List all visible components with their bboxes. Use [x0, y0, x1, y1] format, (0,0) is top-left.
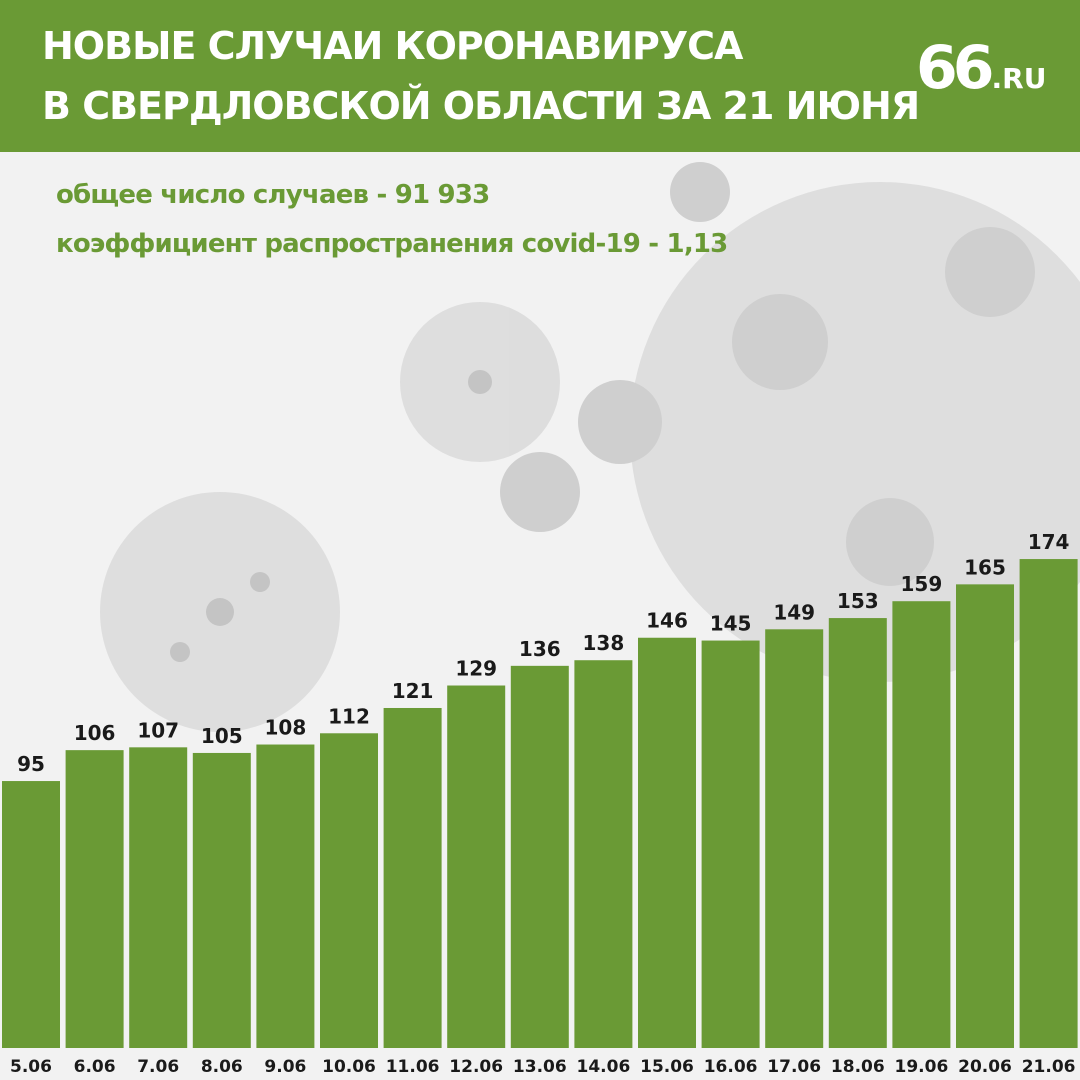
value-label-5.06: 95 [17, 752, 45, 776]
bar-20.06 [956, 584, 1014, 1048]
value-label-10.06: 112 [328, 704, 370, 728]
x-tick-label-14.06: 14.06 [577, 1057, 631, 1077]
virus-background-illustration [100, 162, 1080, 732]
x-tick-label-5.06: 5.06 [10, 1057, 52, 1077]
bar-11.06 [383, 707, 442, 1048]
value-label-16.06: 145 [710, 612, 752, 636]
value-label-18.06: 153 [837, 589, 879, 613]
bar-5.06 [2, 781, 60, 1048]
x-tick-label-13.06: 13.06 [513, 1057, 567, 1077]
x-tick-label-6.06: 6.06 [74, 1057, 116, 1077]
bar-19.06 [892, 601, 951, 1048]
bar-14.06 [574, 660, 633, 1048]
x-tick-label-8.06: 8.06 [201, 1057, 243, 1077]
total-cases-text: общее число случаев - 91 933 [56, 180, 490, 210]
x-tick-label-21.06: 21.06 [1022, 1057, 1076, 1077]
bar-15.06 [638, 637, 696, 1048]
x-tick-label-16.06: 16.06 [704, 1057, 758, 1077]
x-tick-label-20.06: 20.06 [958, 1057, 1012, 1077]
value-label-19.06: 159 [901, 572, 943, 596]
x-tick-label-10.06: 10.06 [322, 1057, 376, 1077]
value-label-17.06: 149 [773, 600, 815, 624]
bar-13.06 [510, 665, 569, 1048]
bar-18.06 [828, 618, 887, 1048]
value-label-20.06: 165 [964, 555, 1006, 579]
value-label-6.06: 106 [74, 721, 116, 745]
logo-number: 66 [916, 33, 994, 103]
x-tick-label-9.06: 9.06 [264, 1057, 306, 1077]
x-tick-label-12.06: 12.06 [449, 1057, 503, 1077]
x-tick-label-19.06: 19.06 [895, 1057, 949, 1077]
bar-8.06 [192, 752, 251, 1048]
bar-6.06 [65, 750, 124, 1048]
title-line-1: НОВЫЕ СЛУЧАИ КОРОНАВИРУСА [42, 24, 743, 68]
bar-10.06 [320, 733, 378, 1048]
brand-logo: 66.RU [916, 38, 1046, 98]
logo-domain: .RU [991, 62, 1047, 95]
value-label-15.06: 146 [646, 609, 688, 633]
bar-12.06 [447, 685, 506, 1048]
bar-17.06 [765, 629, 824, 1048]
x-tick-label-7.06: 7.06 [137, 1057, 179, 1077]
bar-16.06 [701, 640, 760, 1048]
value-label-13.06: 136 [519, 637, 561, 661]
value-label-21.06: 174 [1028, 530, 1070, 554]
header-banner: НОВЫЕ СЛУЧАИ КОРОНАВИРУСА В СВЕРДЛОВСКОЙ… [0, 0, 1080, 152]
value-label-14.06: 138 [583, 631, 625, 655]
value-label-11.06: 121 [392, 679, 434, 703]
value-label-9.06: 108 [265, 716, 307, 740]
value-label-8.06: 105 [201, 724, 243, 748]
value-label-12.06: 129 [455, 657, 497, 681]
title-line-2: В СВЕРДЛОВСКОЙ ОБЛАСТИ ЗА 21 ИЮНЯ [42, 84, 920, 128]
x-tick-label-11.06: 11.06 [386, 1057, 440, 1077]
bar-21.06 [1019, 559, 1078, 1048]
bar-9.06 [256, 744, 315, 1048]
x-tick-label-18.06: 18.06 [831, 1057, 885, 1077]
spread-coefficient-text: коэффициент распространения covid-19 - 1… [56, 229, 728, 259]
x-tick-label-17.06: 17.06 [767, 1057, 821, 1077]
x-tick-label-15.06: 15.06 [640, 1057, 694, 1077]
value-label-7.06: 107 [137, 718, 179, 742]
bar-7.06 [129, 747, 188, 1048]
